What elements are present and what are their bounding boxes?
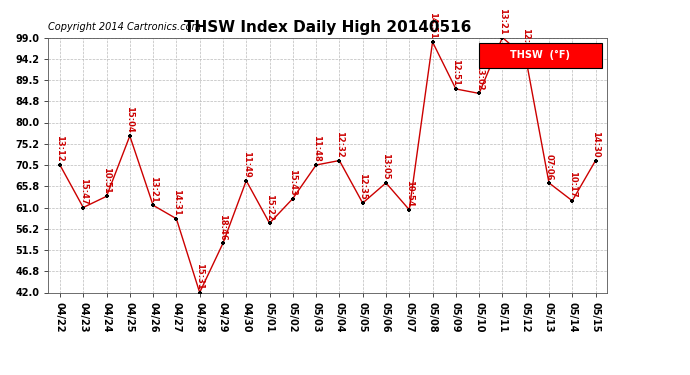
Point xyxy=(217,240,228,246)
Text: 13:21: 13:21 xyxy=(148,176,157,203)
Point xyxy=(78,204,89,210)
Point xyxy=(124,133,135,139)
Text: 15:04: 15:04 xyxy=(126,106,135,133)
Point xyxy=(544,180,555,186)
Text: Copyright 2014 Cartronics.com: Copyright 2014 Cartronics.com xyxy=(48,22,201,32)
Text: THSW  (°F): THSW (°F) xyxy=(510,50,570,60)
Point xyxy=(380,180,391,186)
Text: 13:02: 13:02 xyxy=(475,64,484,91)
Text: 12:35: 12:35 xyxy=(358,174,367,200)
Text: 10:54: 10:54 xyxy=(405,180,414,207)
Point xyxy=(194,290,205,296)
Text: 07:06: 07:06 xyxy=(544,154,553,180)
Text: 11:49: 11:49 xyxy=(241,151,250,178)
Text: 15:31: 15:31 xyxy=(195,263,204,290)
Text: 13:21: 13:21 xyxy=(498,8,507,35)
Text: 10:17: 10:17 xyxy=(568,171,577,198)
Point xyxy=(287,195,298,201)
Text: 10:51: 10:51 xyxy=(102,167,111,194)
Point xyxy=(101,194,112,200)
Point xyxy=(451,86,462,92)
Text: 18:46: 18:46 xyxy=(219,214,228,240)
Point xyxy=(427,39,438,45)
Point xyxy=(310,162,322,168)
Point xyxy=(171,216,182,222)
FancyBboxPatch shape xyxy=(479,43,602,68)
Point xyxy=(357,200,368,206)
Text: 15:47: 15:47 xyxy=(79,178,88,205)
Point xyxy=(55,162,66,168)
Point xyxy=(497,34,508,40)
Text: 12:51: 12:51 xyxy=(451,59,460,86)
Text: 14:30: 14:30 xyxy=(591,131,600,158)
Point xyxy=(264,220,275,226)
Title: THSW Index Daily High 20140516: THSW Index Daily High 20140516 xyxy=(184,20,471,35)
Text: 12:32: 12:32 xyxy=(335,131,344,158)
Text: 15:22: 15:22 xyxy=(265,194,274,220)
Text: 12:14: 12:14 xyxy=(521,28,530,55)
Point xyxy=(520,55,531,61)
Text: 14:31: 14:31 xyxy=(172,189,181,216)
Text: 11:48: 11:48 xyxy=(312,135,321,162)
Text: 13:05: 13:05 xyxy=(382,153,391,180)
Text: 13:12: 13:12 xyxy=(55,135,64,162)
Point xyxy=(566,198,578,204)
Text: 14:51: 14:51 xyxy=(428,12,437,39)
Point xyxy=(148,202,159,208)
Point xyxy=(334,158,345,164)
Point xyxy=(241,178,252,184)
Point xyxy=(473,90,484,96)
Point xyxy=(404,207,415,213)
Point xyxy=(590,158,601,164)
Text: 15:43: 15:43 xyxy=(288,169,297,196)
